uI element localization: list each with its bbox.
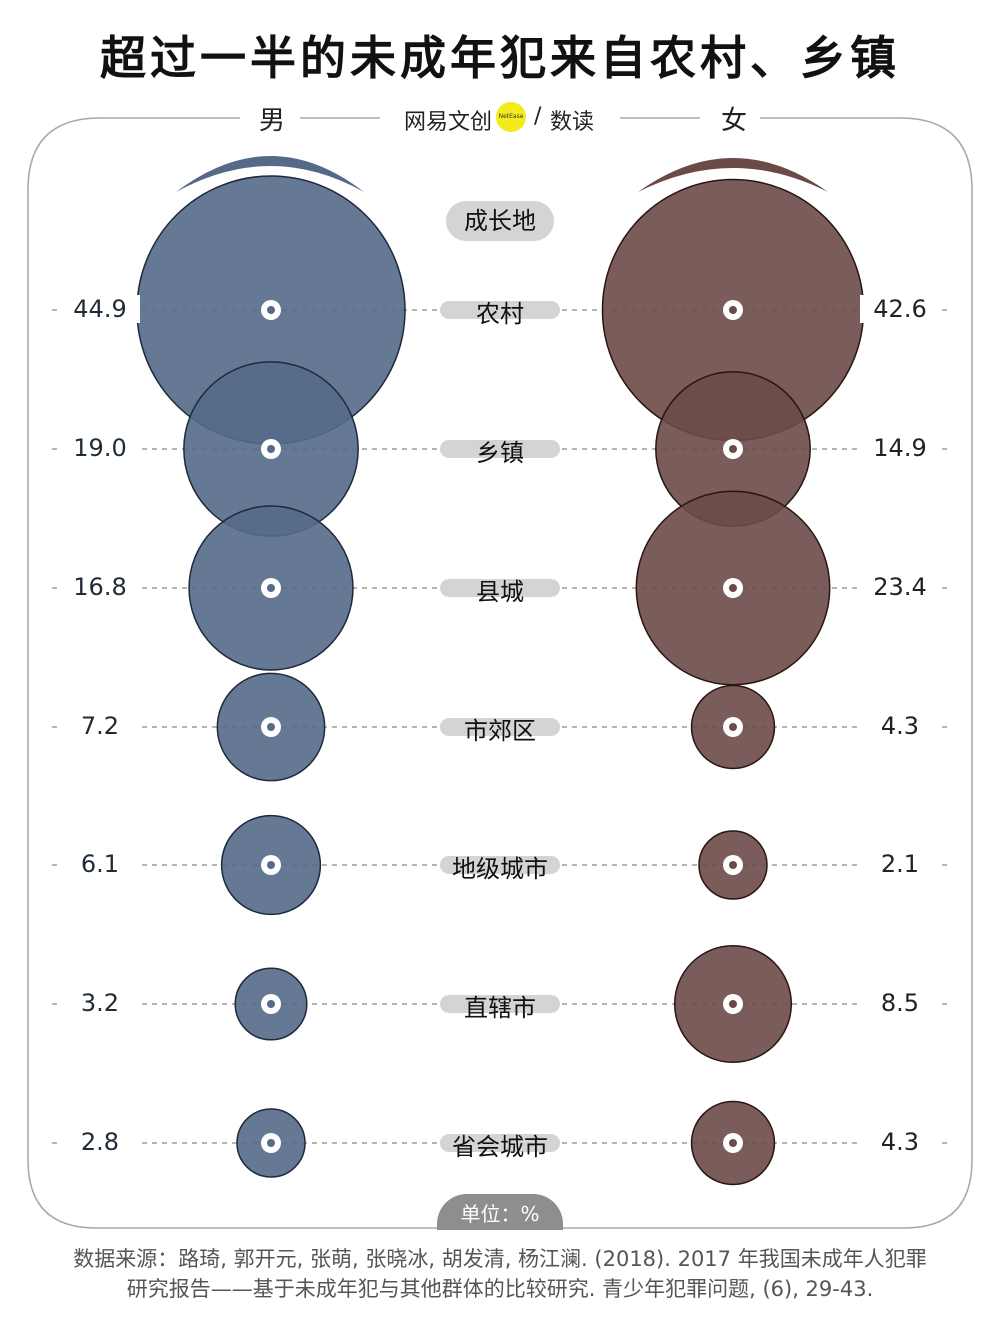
center-dot-icon bbox=[267, 861, 275, 869]
brand-dot-icon: NetEase bbox=[496, 102, 526, 132]
category-pill bbox=[440, 440, 560, 458]
center-dot-icon bbox=[729, 1139, 737, 1147]
center-dot-icon bbox=[729, 1000, 737, 1008]
category-pill bbox=[440, 1134, 560, 1152]
center-dot-icon bbox=[267, 584, 275, 592]
male-arc-icon bbox=[176, 156, 364, 192]
center-dot-icon bbox=[267, 1139, 275, 1147]
category-label: 直辖市 bbox=[464, 994, 536, 1022]
center-dot-icon bbox=[267, 723, 275, 731]
category-label: 地级城市 bbox=[452, 855, 548, 883]
female-value: 8.5 bbox=[860, 989, 940, 1017]
brand-left-text: 网易文创 bbox=[404, 110, 493, 135]
male-value: 16.8 bbox=[60, 573, 140, 601]
center-dot-icon bbox=[267, 445, 275, 453]
male-value: 7.2 bbox=[60, 712, 140, 740]
female-value: 42.6 bbox=[860, 295, 940, 323]
source-line-2: 研究报告——基于未成年犯与其他群体的比较研究. 青少年犯罪问题, (6), 29… bbox=[126, 1277, 874, 1301]
category-label: 市郊区 bbox=[464, 717, 536, 745]
center-dot-icon bbox=[267, 1000, 275, 1008]
female-arc-icon bbox=[638, 158, 828, 192]
category-header: 成长地 bbox=[446, 201, 554, 241]
category-label: 农村 bbox=[476, 300, 524, 328]
brand-logo: 网易文创 NetEase / 数读 bbox=[400, 100, 600, 140]
center-dot-icon bbox=[729, 445, 737, 453]
male-value: 19.0 bbox=[60, 434, 140, 462]
male-header: 男 bbox=[258, 106, 285, 136]
unit-label: 单位：% bbox=[437, 1194, 563, 1230]
category-pill bbox=[440, 718, 560, 736]
category-label: 乡镇 bbox=[476, 439, 524, 467]
source-line-1: 数据来源：路琦, 郭开元, 张萌, 张晓冰, 胡发清, 杨江澜. (2018).… bbox=[73, 1247, 927, 1271]
female-value: 4.3 bbox=[860, 1128, 940, 1156]
center-dot-icon bbox=[729, 584, 737, 592]
female-value: 4.3 bbox=[860, 712, 940, 740]
male-value: 6.1 bbox=[60, 850, 140, 878]
center-dot-icon bbox=[729, 861, 737, 869]
female-value: 14.9 bbox=[860, 434, 940, 462]
center-dot-icon bbox=[267, 306, 275, 314]
center-dot-icon bbox=[729, 723, 737, 731]
female-header: 女 bbox=[720, 106, 747, 136]
chart-title: 超过一半的未成年犯来自农村、乡镇 bbox=[100, 31, 900, 85]
male-value: 2.8 bbox=[60, 1128, 140, 1156]
brand-right-text: 数读 bbox=[550, 110, 595, 135]
male-value: 3.2 bbox=[60, 989, 140, 1017]
center-dot-icon bbox=[729, 306, 737, 314]
female-value: 23.4 bbox=[860, 573, 940, 601]
female-value: 2.1 bbox=[860, 850, 940, 878]
category-label: 县城 bbox=[476, 578, 524, 606]
male-value: 44.9 bbox=[60, 295, 140, 323]
category-label: 省会城市 bbox=[452, 1133, 548, 1161]
brand-separator: / bbox=[534, 104, 542, 129]
category-pill bbox=[440, 995, 560, 1013]
category-pill bbox=[440, 301, 560, 319]
category-pill bbox=[440, 856, 560, 874]
source-citation: 数据来源：路琦, 郭开元, 张萌, 张晓冰, 胡发清, 杨江澜. (2018).… bbox=[40, 1244, 960, 1304]
category-pill bbox=[440, 579, 560, 597]
